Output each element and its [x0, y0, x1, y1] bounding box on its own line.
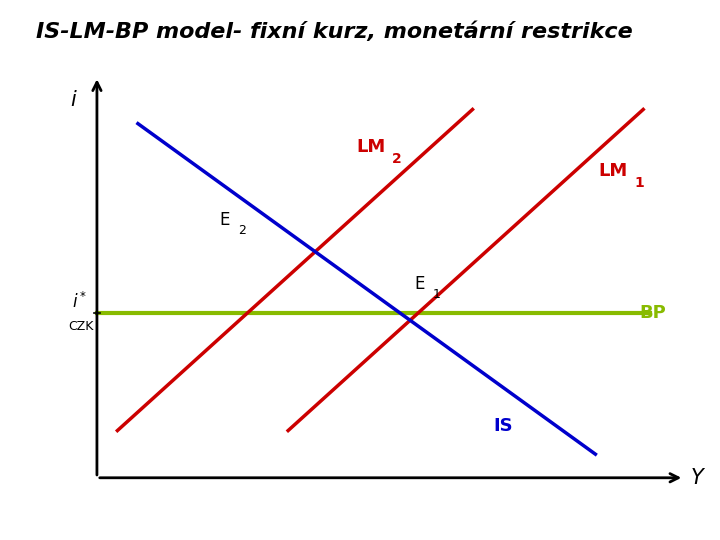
Text: CZK: CZK: [68, 320, 94, 333]
Text: Y: Y: [691, 468, 703, 488]
Text: i$^*$: i$^*$: [72, 292, 86, 312]
Text: IS-LM-BP model- fixní kurz, monetární restrikce: IS-LM-BP model- fixní kurz, monetární re…: [36, 22, 633, 42]
Text: 1: 1: [433, 288, 441, 301]
Text: LM: LM: [599, 162, 628, 180]
Text: 2: 2: [392, 152, 402, 166]
Text: 1: 1: [634, 176, 644, 190]
Text: E: E: [220, 212, 230, 230]
Text: BP: BP: [640, 303, 667, 321]
Text: IS: IS: [493, 417, 513, 435]
Text: i: i: [70, 90, 76, 110]
Text: 2: 2: [238, 224, 246, 237]
Text: LM: LM: [356, 138, 386, 156]
Text: E: E: [415, 275, 425, 293]
